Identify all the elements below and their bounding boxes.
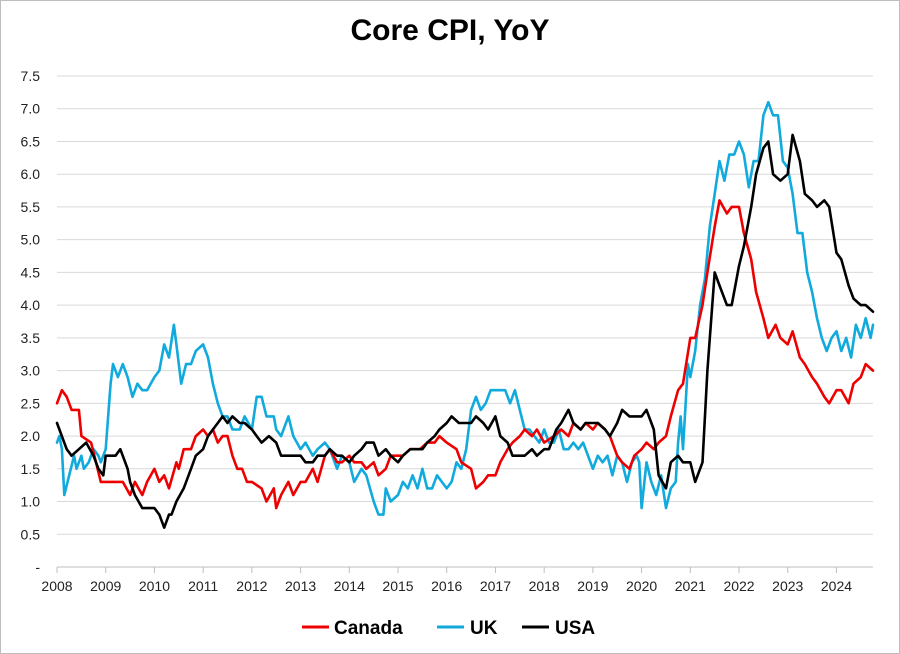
x-tick-label-2021: 2021 bbox=[675, 578, 706, 594]
x-tick-label-2014: 2014 bbox=[334, 578, 365, 594]
series-line-usa bbox=[55, 133, 875, 529]
y-tick-label-2.5: 2.5 bbox=[21, 395, 41, 411]
y-tick-label-7.0: 7.0 bbox=[21, 101, 41, 117]
y-tick-label-7.5: 7.5 bbox=[21, 68, 41, 84]
y-tick-label-2.0: 2.0 bbox=[21, 428, 41, 444]
y-tick-label-6.0: 6.0 bbox=[21, 166, 41, 182]
x-tick-label-2023: 2023 bbox=[772, 578, 803, 594]
y-tick-label-1.5: 1.5 bbox=[21, 461, 41, 477]
x-axis-ticks: 2008 2009 2010 2011 2012 2013 2014 2015 2016 2017… bbox=[41, 567, 852, 594]
x-tick-label-2016: 2016 bbox=[431, 578, 462, 594]
series-line-canada bbox=[55, 199, 875, 510]
legend-label-usa: USA bbox=[555, 618, 595, 639]
x-tick-label-2022: 2022 bbox=[723, 578, 754, 594]
x-tick-label-2012: 2012 bbox=[236, 578, 267, 594]
y-tick-label-3.0: 3.0 bbox=[21, 363, 41, 379]
y-tick-label-0.5: 0.5 bbox=[21, 526, 41, 542]
legend-label-canada: Canada bbox=[334, 618, 403, 639]
x-tick-label-2011: 2011 bbox=[188, 578, 218, 594]
y-tick-label-5.5: 5.5 bbox=[21, 199, 41, 215]
x-tick-label-2020: 2020 bbox=[626, 578, 657, 594]
y-axis-ticks: - 0.5 1.0 1.5 2.0 2.5 3.0 3.5 4.0 4.5 5.0 5.5 6.0 6.5… bbox=[21, 68, 41, 575]
chart-title: Core CPI, YoY bbox=[350, 14, 550, 47]
series-lines bbox=[55, 100, 875, 529]
x-tick-label-2013: 2013 bbox=[285, 578, 316, 594]
y-tick-label-1.0: 1.0 bbox=[21, 494, 41, 510]
x-tick-label-2019: 2019 bbox=[577, 578, 608, 594]
x-tick-label-2010: 2010 bbox=[139, 578, 170, 594]
y-tick-label-4.0: 4.0 bbox=[21, 297, 41, 313]
y-tick-label-3.5: 3.5 bbox=[21, 330, 41, 346]
x-tick-label-2008: 2008 bbox=[41, 578, 72, 594]
y-tick-label-5.0: 5.0 bbox=[21, 232, 41, 248]
x-tick-label-2018: 2018 bbox=[529, 578, 560, 594]
x-tick-label-2009: 2009 bbox=[90, 578, 121, 594]
legend: Canada UK USA bbox=[302, 618, 595, 639]
x-tick-label-2017: 2017 bbox=[480, 578, 511, 594]
y-tick-label-6.5: 6.5 bbox=[21, 133, 41, 149]
series-line-uk bbox=[55, 100, 875, 516]
grid-lines bbox=[57, 75, 873, 535]
legend-label-uk: UK bbox=[470, 618, 498, 639]
x-tick-label-2024: 2024 bbox=[821, 578, 852, 594]
y-tick-label--: - bbox=[35, 559, 40, 575]
x-tick-label-2015: 2015 bbox=[382, 578, 413, 594]
y-tick-label-4.5: 4.5 bbox=[21, 264, 41, 280]
